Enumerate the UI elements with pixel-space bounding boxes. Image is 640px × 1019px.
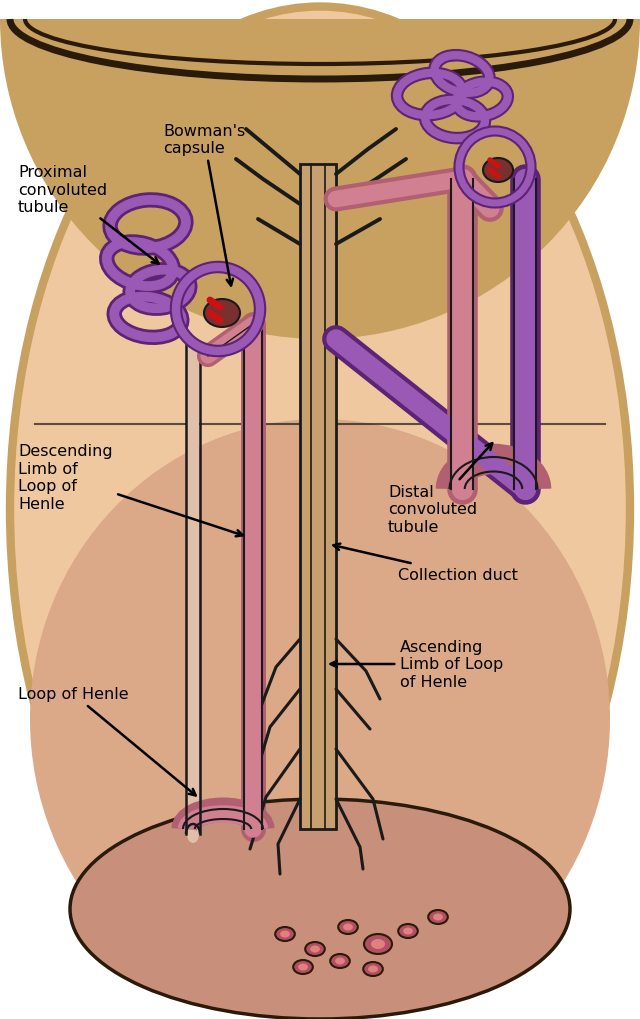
Ellipse shape <box>483 159 513 182</box>
Ellipse shape <box>330 954 350 968</box>
Text: Ascending
Limb of Loop
of Henle: Ascending Limb of Loop of Henle <box>331 640 503 689</box>
Ellipse shape <box>305 943 325 956</box>
Ellipse shape <box>10 7 630 1012</box>
Ellipse shape <box>343 923 353 930</box>
Ellipse shape <box>338 920 358 934</box>
Ellipse shape <box>70 799 570 1019</box>
Text: Descending
Limb of
Loop of
Henle: Descending Limb of Loop of Henle <box>18 444 243 537</box>
Ellipse shape <box>433 914 443 920</box>
Ellipse shape <box>310 946 320 953</box>
Ellipse shape <box>293 960 313 974</box>
Text: Distal
convoluted
tubule: Distal convoluted tubule <box>388 443 492 534</box>
Ellipse shape <box>187 825 199 843</box>
Ellipse shape <box>298 964 308 970</box>
Ellipse shape <box>364 934 392 954</box>
Ellipse shape <box>428 910 448 924</box>
Ellipse shape <box>368 966 378 972</box>
Ellipse shape <box>280 930 290 937</box>
Ellipse shape <box>275 927 295 942</box>
Text: Loop of Henle: Loop of Henle <box>18 687 196 796</box>
FancyBboxPatch shape <box>187 344 199 835</box>
Ellipse shape <box>371 940 385 949</box>
Text: Collection duct: Collection duct <box>333 544 518 582</box>
Ellipse shape <box>364 962 383 976</box>
Ellipse shape <box>398 924 418 938</box>
FancyBboxPatch shape <box>300 165 336 829</box>
Ellipse shape <box>335 958 345 965</box>
Ellipse shape <box>403 927 413 934</box>
Wedge shape <box>0 20 640 339</box>
Ellipse shape <box>30 420 610 1019</box>
Text: Proximal
convoluted
tubule: Proximal convoluted tubule <box>18 165 159 264</box>
Text: Bowman's
capsule: Bowman's capsule <box>163 123 245 286</box>
Ellipse shape <box>204 300 240 328</box>
